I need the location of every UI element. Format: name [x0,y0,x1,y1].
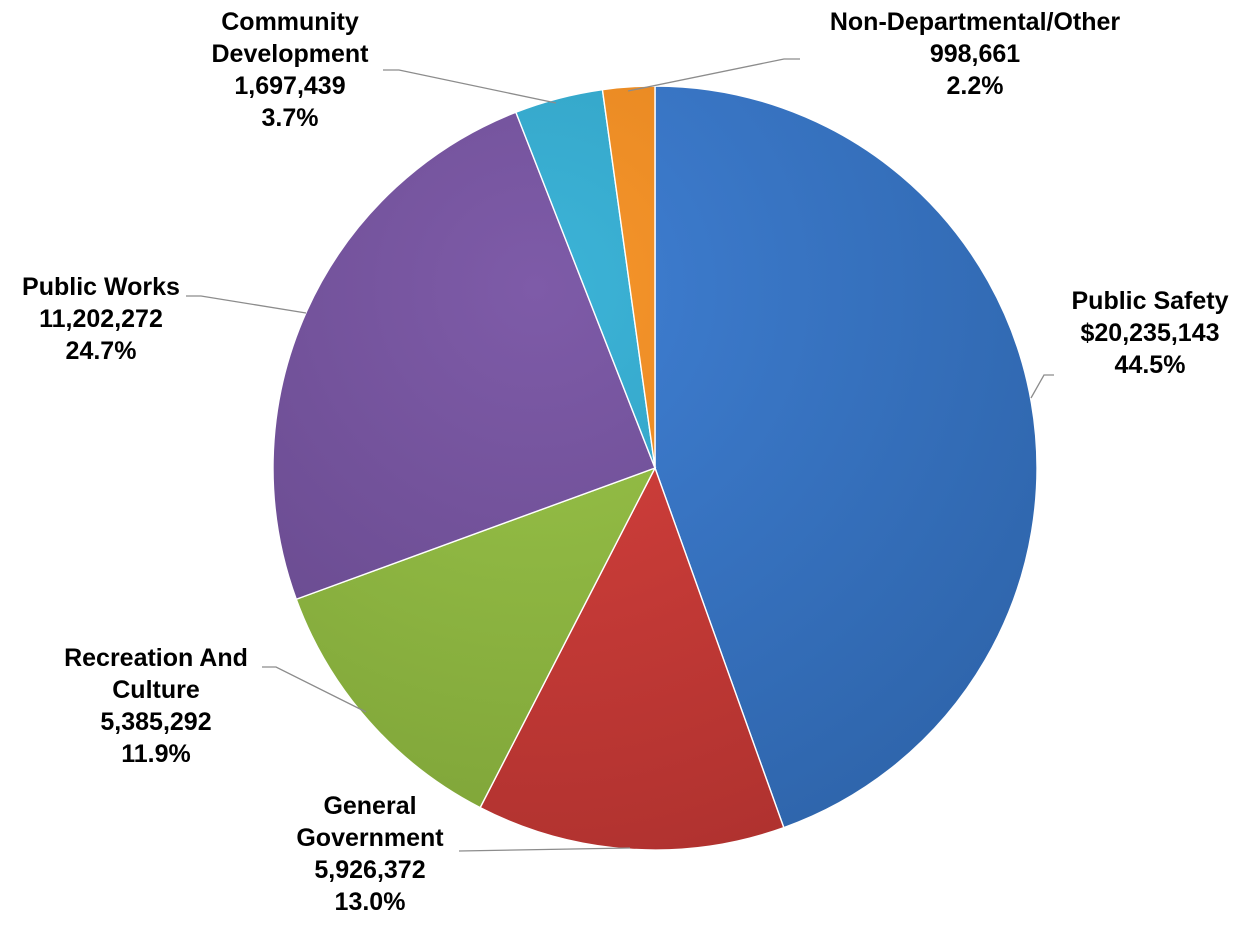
slice-category-label: Public Works [22,273,180,301]
slice-category-label: Non-Departmental/Other [830,8,1121,36]
leader-line [1030,374,1054,399]
slice-category-label: Culture [112,676,200,704]
slice-label: Community Development 1,697,439 3.7% [212,8,370,132]
slice-category-label: General [323,792,416,820]
slice-percent-label: 3.7% [262,104,319,132]
slice-category-label: Public Safety [1072,287,1229,315]
slice-label: General Government 5,926,372 13.0% [296,792,444,916]
slice-labels: Public Safety $20,235,143 44.5% General Gove… [22,8,1229,916]
slice-category-label: Community [221,8,359,36]
leader-line [262,666,367,713]
slice-category-label: Government [296,824,444,852]
slice-value-label: 5,926,372 [314,856,425,884]
pie-slice-recreation-and-culture [295,466,657,809]
slice-label: Non-Departmental/Other 998,661 2.2% [830,8,1121,100]
leader-lines [186,58,1054,852]
pie-slices [272,85,1038,851]
slice-label: Public Works 11,202,272 24.7% [22,273,180,365]
slice-value-label: $20,235,143 [1080,319,1219,347]
slice-value-label: 11,202,272 [39,305,163,333]
slice-percent-label: 11.9% [121,740,191,768]
slice-category-label: Recreation And [64,644,248,672]
leader-line [383,69,557,104]
slice-percent-label: 13.0% [335,888,406,916]
leader-line [186,295,307,314]
pie-slice-public-safety [654,85,1038,829]
slice-percent-label: 24.7% [66,337,137,365]
pie-slice-public-works [272,111,656,601]
slice-label: Public Safety $20,235,143 44.5% [1072,287,1229,379]
slice-percent-label: 44.5% [1115,351,1186,379]
slice-value-label: 998,661 [930,40,1020,68]
leader-line [627,58,800,92]
slice-value-label: 5,385,292 [100,708,211,736]
slice-category-label: Development [212,40,370,68]
pie-slice-general-government [479,466,785,851]
leader-line [458,847,631,852]
slice-value-label: 1,697,439 [234,72,345,100]
slice-label: Recreation And Culture 5,385,292 11.9% [64,644,248,768]
slice-percent-label: 2.2% [947,72,1004,100]
